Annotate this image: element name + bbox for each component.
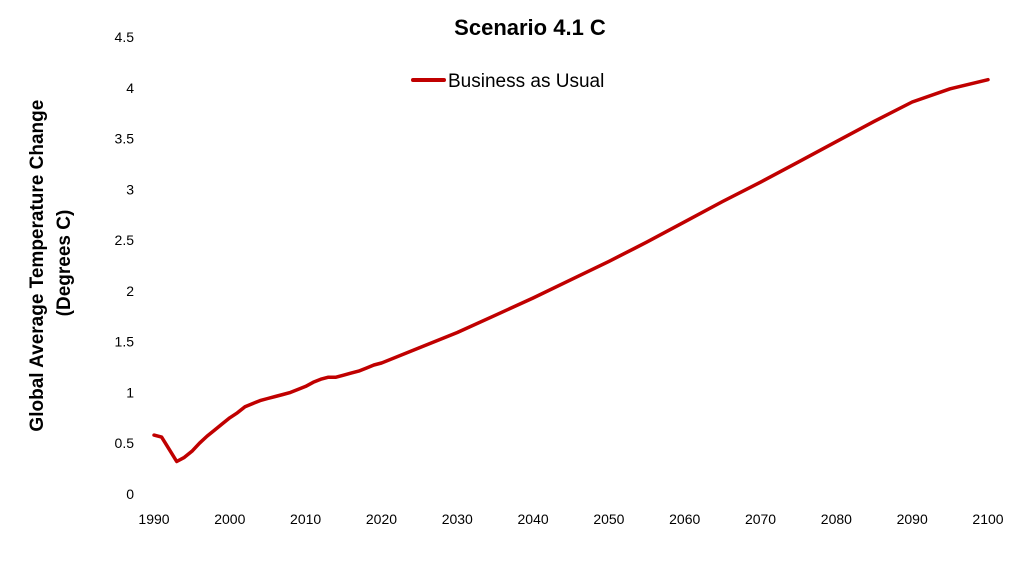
- y-tick-label: 4.5: [115, 29, 135, 45]
- legend: Business as Usual: [411, 71, 604, 92]
- y-tick-label: 0: [126, 486, 134, 502]
- x-tick-label: 2060: [669, 511, 700, 527]
- y-tick-label: 4: [126, 80, 134, 96]
- chart-title: Scenario 4.1 C: [454, 15, 606, 40]
- y-tick-label: 3: [126, 181, 134, 197]
- x-tick-label: 2100: [972, 511, 1003, 527]
- x-axis-ticks: 1990 2000 2010 2020 2030 2040 2050 2060 2070 2080…: [138, 511, 1003, 527]
- legend-label-business-as-usual: Business as Usual: [448, 71, 604, 92]
- x-tick-label: 2040: [518, 511, 549, 527]
- plot-series: [152, 77, 990, 464]
- x-tick-label: 2010: [290, 511, 321, 527]
- x-tick-label: 2090: [897, 511, 928, 527]
- y-tick-label: 3.5: [115, 131, 135, 147]
- y-axis-label-line-2: (Degrees C): [54, 210, 75, 317]
- x-tick-label: 2030: [442, 511, 473, 527]
- y-tick-label: 2: [126, 283, 134, 299]
- y-tick-label: 1.5: [115, 334, 135, 350]
- x-tick-label: 2050: [593, 511, 624, 527]
- y-axis-label-line-1: Global Average Temperature Change: [27, 100, 48, 432]
- x-tick-label: 2000: [214, 511, 245, 527]
- y-axis-label: Global Average Temperature Change (Degre…: [27, 94, 75, 431]
- series-line-business-as-usual: [152, 77, 990, 464]
- x-tick-label: 2020: [366, 511, 397, 527]
- y-tick-label: 1: [126, 384, 134, 400]
- x-tick-label: 1990: [138, 511, 169, 527]
- x-tick-label: 2070: [745, 511, 776, 527]
- x-tick-label: 2080: [821, 511, 852, 527]
- y-axis-ticks: 0 0.5 1 1.5 2 2.5 3 3.5 4 4.5: [115, 29, 135, 502]
- y-tick-label: 2.5: [115, 232, 135, 248]
- y-tick-label: 0.5: [115, 435, 135, 451]
